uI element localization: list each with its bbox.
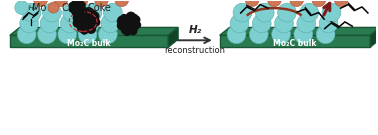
Circle shape: [73, 11, 79, 17]
Circle shape: [20, 14, 39, 33]
Circle shape: [71, 8, 79, 16]
Circle shape: [253, 14, 271, 33]
Circle shape: [134, 21, 141, 29]
Circle shape: [40, 14, 59, 33]
Polygon shape: [168, 27, 178, 47]
Circle shape: [71, 1, 77, 6]
Circle shape: [60, 14, 79, 33]
Circle shape: [92, 18, 101, 26]
Text: reconstruction: reconstruction: [164, 46, 225, 55]
Circle shape: [77, 10, 85, 18]
Circle shape: [77, 12, 94, 29]
Circle shape: [121, 14, 128, 21]
Text: H₂: H₂: [188, 25, 201, 35]
Circle shape: [22, 3, 41, 22]
Circle shape: [117, 15, 129, 27]
Circle shape: [290, 0, 304, 7]
Circle shape: [121, 24, 131, 35]
Circle shape: [277, 3, 296, 22]
Polygon shape: [370, 27, 378, 47]
Circle shape: [72, 2, 83, 13]
Circle shape: [312, 0, 326, 7]
Circle shape: [230, 14, 249, 33]
Text: C₄H₆: C₄H₆: [22, 5, 37, 11]
Circle shape: [129, 21, 139, 32]
Circle shape: [68, 6, 75, 13]
Circle shape: [117, 21, 125, 30]
Circle shape: [98, 25, 117, 44]
Text: Mo: Mo: [32, 3, 46, 13]
Circle shape: [77, 10, 84, 16]
Circle shape: [272, 25, 290, 44]
Circle shape: [83, 3, 102, 22]
Circle shape: [124, 29, 131, 36]
Circle shape: [68, 2, 77, 10]
Circle shape: [125, 12, 136, 22]
Circle shape: [255, 3, 274, 22]
Circle shape: [77, 6, 85, 14]
Circle shape: [48, 2, 59, 13]
Circle shape: [300, 3, 319, 22]
Polygon shape: [220, 35, 370, 47]
Circle shape: [316, 25, 335, 44]
Circle shape: [267, 0, 281, 7]
FancyArrowPatch shape: [324, 3, 330, 15]
Circle shape: [86, 18, 98, 30]
Text: Mo₂C bulk: Mo₂C bulk: [67, 39, 111, 48]
Polygon shape: [10, 27, 178, 35]
Circle shape: [322, 3, 341, 22]
Circle shape: [79, 2, 86, 8]
Circle shape: [81, 14, 99, 33]
Circle shape: [58, 25, 77, 44]
Polygon shape: [220, 27, 378, 35]
Circle shape: [104, 3, 122, 22]
Circle shape: [90, 11, 99, 21]
Circle shape: [73, 18, 83, 28]
Circle shape: [81, 6, 87, 11]
Circle shape: [80, 26, 88, 35]
Circle shape: [245, 0, 259, 7]
Circle shape: [15, 1, 29, 15]
Circle shape: [75, 0, 83, 6]
Circle shape: [79, 1, 84, 6]
Circle shape: [249, 25, 268, 44]
Text: Coke: Coke: [87, 3, 111, 13]
Text: C: C: [61, 3, 68, 13]
Circle shape: [73, 11, 86, 25]
Circle shape: [132, 15, 141, 24]
Circle shape: [42, 3, 61, 22]
Circle shape: [319, 14, 338, 33]
Circle shape: [83, 7, 94, 19]
Circle shape: [34, 0, 48, 7]
Circle shape: [274, 14, 293, 33]
Circle shape: [101, 14, 120, 33]
Circle shape: [294, 25, 313, 44]
Circle shape: [54, 0, 68, 7]
Circle shape: [297, 14, 316, 33]
Circle shape: [334, 0, 348, 7]
Circle shape: [233, 3, 252, 22]
Circle shape: [63, 3, 82, 22]
Circle shape: [78, 25, 97, 44]
Circle shape: [131, 14, 138, 21]
Circle shape: [115, 0, 129, 7]
Circle shape: [227, 25, 246, 44]
Circle shape: [121, 16, 136, 31]
Circle shape: [37, 25, 56, 44]
Text: Mo₂C bulk: Mo₂C bulk: [273, 39, 317, 48]
Circle shape: [74, 0, 88, 7]
Circle shape: [129, 26, 138, 35]
Polygon shape: [10, 35, 168, 47]
Circle shape: [17, 25, 36, 44]
Circle shape: [88, 10, 97, 18]
Circle shape: [77, 21, 88, 33]
Circle shape: [94, 0, 108, 7]
Circle shape: [86, 24, 96, 34]
